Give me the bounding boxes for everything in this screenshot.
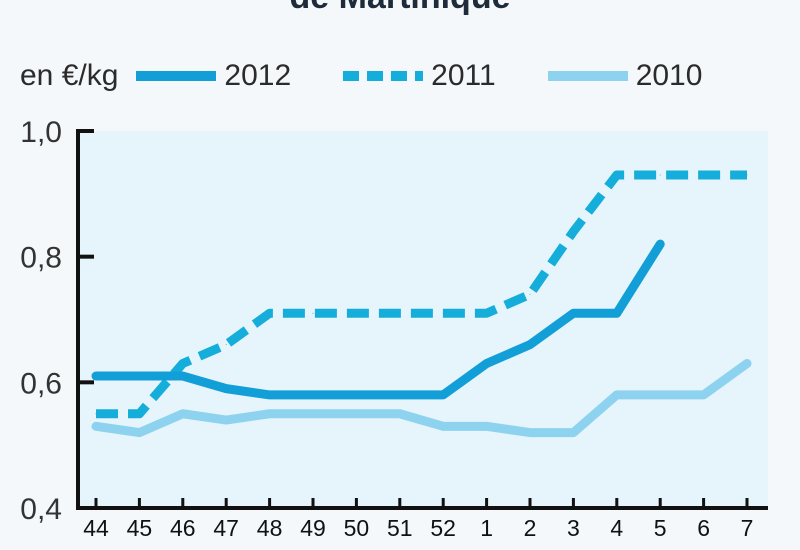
data-point-2010 bbox=[355, 413, 357, 415]
y-tick-label: 0,4 bbox=[20, 493, 62, 526]
x-tick-label: 52 bbox=[430, 515, 456, 541]
x-tick-label: 6 bbox=[697, 515, 710, 541]
x-tick-label: 48 bbox=[257, 515, 283, 541]
data-point-2010 bbox=[399, 413, 401, 415]
x-tick-label: 7 bbox=[741, 515, 754, 541]
data-point-2010 bbox=[659, 394, 661, 396]
chart-title: de Martinique bbox=[0, 0, 800, 17]
data-point-2011 bbox=[312, 312, 314, 314]
data-point-2012 bbox=[95, 375, 97, 377]
data-point-2012 bbox=[529, 344, 531, 346]
data-point-2012 bbox=[572, 312, 574, 314]
data-point-2011 bbox=[616, 174, 618, 176]
data-point-2010 bbox=[312, 413, 314, 415]
data-point-2010 bbox=[138, 432, 140, 434]
data-point-2011 bbox=[529, 293, 531, 295]
data-point-2011 bbox=[572, 231, 574, 233]
data-point-2012 bbox=[442, 394, 444, 396]
unit-label: en €/kg bbox=[20, 59, 119, 92]
data-point-2012 bbox=[182, 375, 184, 377]
legend-item-2010: 2010 bbox=[547, 59, 703, 93]
data-point-2010 bbox=[182, 413, 184, 415]
x-tick-label: 49 bbox=[300, 515, 326, 541]
x-tick-label: 45 bbox=[127, 515, 153, 541]
data-point-2010 bbox=[225, 419, 227, 421]
data-point-2011 bbox=[225, 344, 227, 346]
y-tick-label: 0,6 bbox=[20, 367, 62, 400]
data-point-2012 bbox=[138, 375, 140, 377]
legend-item-2012: 2012 bbox=[136, 59, 291, 93]
x-tick-label: 50 bbox=[344, 515, 370, 541]
data-point-2011 bbox=[659, 174, 661, 176]
data-point-2012 bbox=[486, 362, 488, 364]
data-point-2010 bbox=[572, 432, 574, 434]
series-line-2012 bbox=[91, 239, 665, 400]
data-point-2011 bbox=[399, 312, 401, 314]
data-point-2011 bbox=[138, 413, 140, 415]
data-point-2011 bbox=[746, 174, 748, 176]
data-point-2011 bbox=[95, 413, 97, 415]
legend-swatch-2012 bbox=[136, 71, 217, 81]
x-tick-label: 47 bbox=[213, 515, 239, 541]
legend-swatch-2011 bbox=[343, 71, 424, 81]
data-point-2010 bbox=[746, 362, 748, 364]
data-point-2012 bbox=[312, 394, 314, 396]
data-point-2010 bbox=[703, 394, 705, 396]
data-point-2011 bbox=[703, 174, 705, 176]
data-point-2012 bbox=[225, 388, 227, 390]
data-point-2012 bbox=[616, 312, 618, 314]
data-point-2011 bbox=[269, 312, 271, 314]
data-point-2011 bbox=[486, 312, 488, 314]
data-point-2010 bbox=[95, 425, 97, 427]
data-point-2012 bbox=[659, 243, 661, 245]
x-tick-label: 44 bbox=[83, 515, 109, 541]
x-tick-label: 46 bbox=[170, 515, 196, 541]
x-tick-label: 5 bbox=[654, 515, 667, 541]
legend-swatch-2010 bbox=[547, 71, 628, 81]
data-point-2010 bbox=[529, 432, 531, 434]
y-tick-label: 0,8 bbox=[20, 242, 62, 275]
data-point-2011 bbox=[182, 362, 184, 364]
legend-label-2010: 2010 bbox=[635, 59, 703, 92]
y-tick-label: 1,0 bbox=[20, 116, 62, 149]
series-line-2011 bbox=[96, 170, 747, 419]
data-point-2011 bbox=[355, 312, 357, 314]
legend-label-2012: 2012 bbox=[224, 59, 292, 92]
data-point-2011 bbox=[442, 312, 444, 314]
x-tick-label: 3 bbox=[567, 515, 580, 541]
legend-label-2011: 2011 bbox=[431, 59, 496, 92]
x-tick-label: 4 bbox=[610, 515, 623, 541]
series-line-2010 bbox=[91, 358, 752, 438]
data-point-2010 bbox=[442, 425, 444, 427]
data-point-2010 bbox=[269, 413, 271, 415]
x-tick-label: 2 bbox=[524, 515, 537, 541]
x-tick-label: 51 bbox=[387, 515, 413, 541]
data-point-2012 bbox=[355, 394, 357, 396]
data-point-2010 bbox=[616, 394, 618, 396]
x-tick-label: 1 bbox=[480, 515, 493, 541]
data-point-2010 bbox=[486, 425, 488, 427]
data-point-2012 bbox=[269, 394, 271, 396]
legend: en €/kg 2012 2011 2010 bbox=[20, 56, 754, 96]
legend-item-2011: 2011 bbox=[343, 59, 496, 93]
data-point-2012 bbox=[399, 394, 401, 396]
plot-area bbox=[78, 131, 768, 508]
